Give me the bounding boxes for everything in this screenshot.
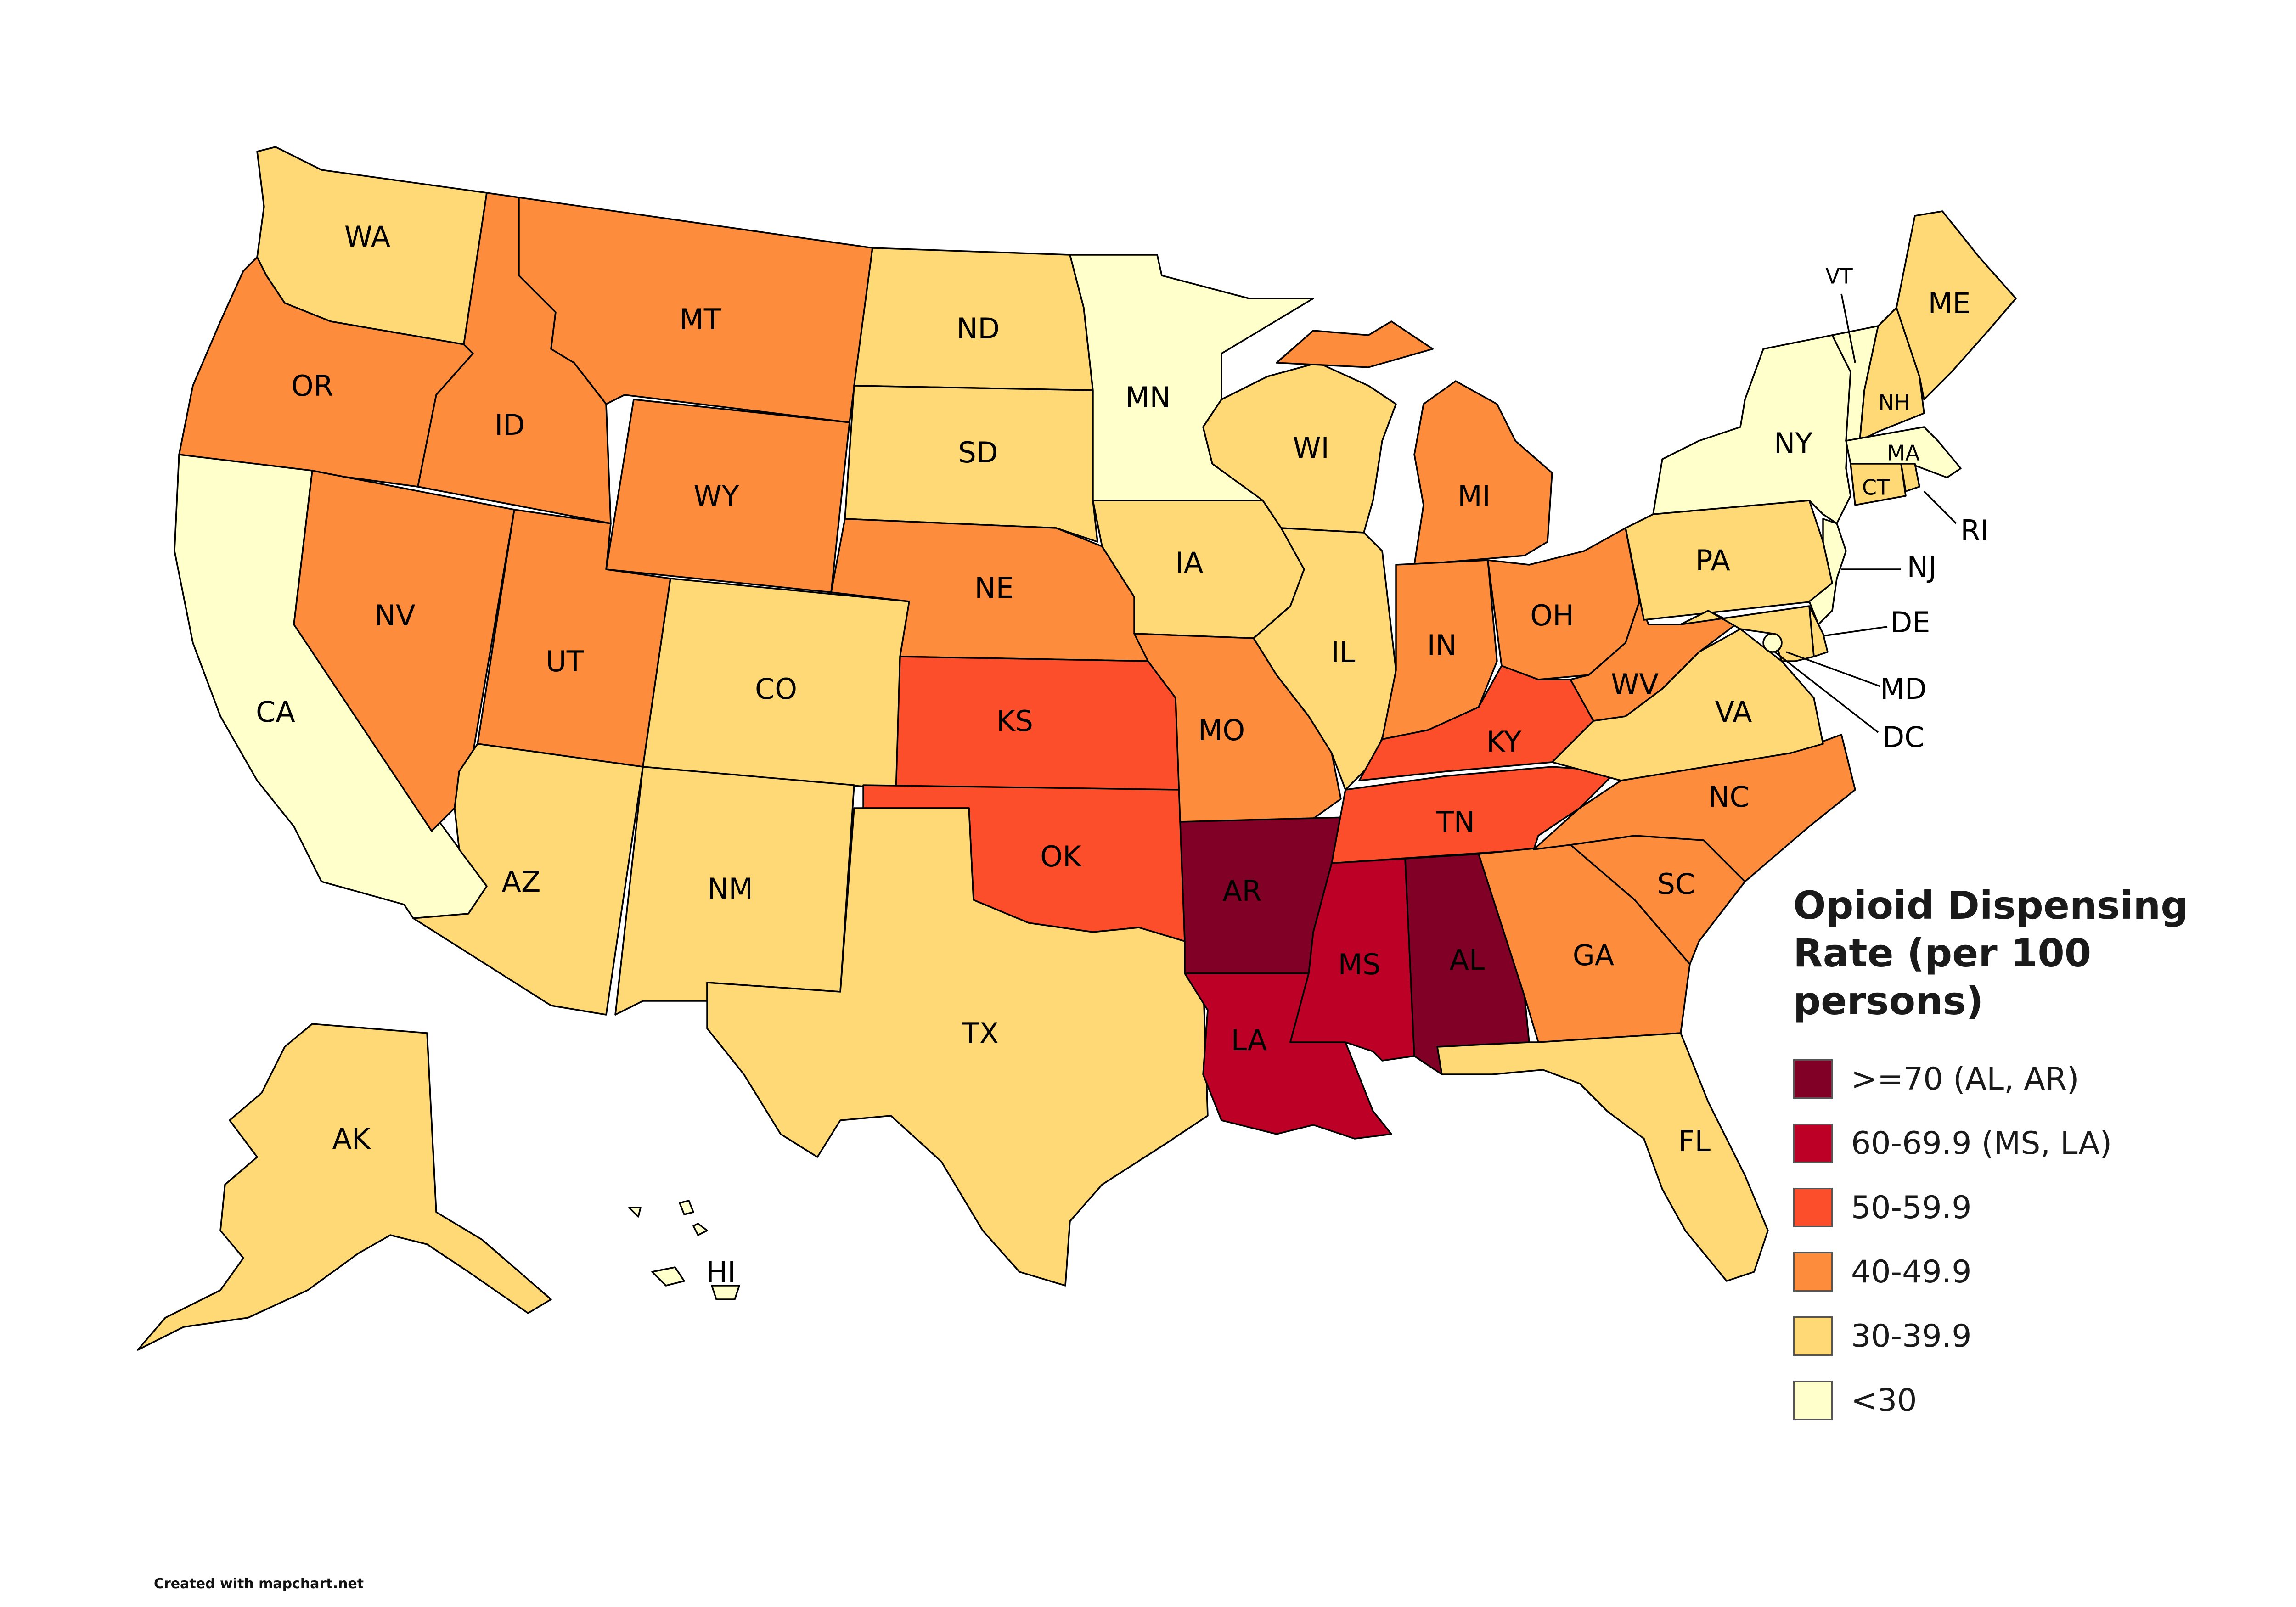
legend-items: >=70 (AL, AR) 60-69.9 (MS, LA) 50-59.9 40-4… — [1793, 1057, 2280, 1422]
legend-item: 40-49.9 — [1793, 1250, 2280, 1294]
state-label-ok: OK — [1040, 840, 1082, 873]
legend-label: >=70 (AL, AR) — [1851, 1061, 2079, 1097]
legend-title-line2: Rate (per 100 persons) — [1793, 931, 2092, 1023]
state-label-ct: CT — [1862, 475, 1890, 500]
state-label-tn: TN — [1436, 805, 1475, 839]
state-label-ia: IA — [1176, 546, 1204, 579]
state-ny[interactable] — [1652, 334, 1851, 524]
state-label-ga: GA — [1573, 938, 1614, 972]
legend-swatch — [1793, 1316, 1833, 1356]
legend-label: <30 — [1851, 1382, 1917, 1419]
state-label-il: IL — [1331, 635, 1356, 669]
state-label-dc: DC — [1882, 720, 1924, 754]
leader-lines — [1774, 293, 1957, 733]
state-label-fl: FL — [1678, 1124, 1711, 1158]
legend-label: 60-69.9 (MS, LA) — [1851, 1125, 2112, 1162]
state-nc[interactable] — [1533, 734, 1856, 882]
leader-md — [1786, 651, 1881, 687]
state-label-mt: MT — [679, 303, 721, 336]
state-label-ar: AR — [1222, 874, 1262, 908]
credit-text: Created with mapchart.net — [154, 1576, 364, 1592]
leader-de — [1823, 626, 1888, 637]
legend-item: 60-69.9 (MS, LA) — [1793, 1121, 2280, 1165]
state-label-oh: OH — [1530, 599, 1574, 632]
legend-swatch — [1793, 1252, 1833, 1292]
state-il[interactable] — [1253, 527, 1397, 791]
state-label-al: AL — [1450, 943, 1485, 977]
legend-swatch — [1793, 1059, 1833, 1099]
state-label-ks: KS — [996, 704, 1033, 738]
leader-ri — [1923, 490, 1957, 524]
state-label-in: IN — [1427, 629, 1457, 662]
legend-label: 40-49.9 — [1851, 1253, 1972, 1290]
leader-vt — [1840, 293, 1856, 363]
state-label-ny: NY — [1774, 427, 1812, 460]
leader-dc — [1774, 651, 1879, 733]
legend: Opioid Dispensing Rate (per 100 persons)… — [1793, 882, 2280, 1443]
state-label-sc: SC — [1657, 867, 1695, 901]
state-label-or: OR — [291, 369, 333, 403]
state-ct[interactable] — [1850, 463, 1907, 506]
state-label-ca: CA — [256, 695, 295, 729]
state-label-nd: ND — [957, 312, 1000, 345]
legend-item: >=70 (AL, AR) — [1793, 1057, 2280, 1101]
state-label-ma: MA — [1887, 441, 1920, 466]
state-label-sd: SD — [958, 436, 998, 469]
legend-title-line1: Opioid Dispensing — [1793, 883, 2189, 928]
legend-swatch — [1793, 1124, 1833, 1163]
state-label-tx: TX — [962, 1017, 999, 1050]
state-label-ri: RI — [1960, 514, 1988, 547]
state-label-ut: UT — [546, 645, 584, 678]
legend-swatch — [1793, 1381, 1833, 1420]
state-fl[interactable] — [1436, 1032, 1769, 1282]
state-label-id: ID — [495, 408, 525, 442]
state-hi-islands — [628, 1200, 740, 1300]
state-label-ak: AK — [332, 1122, 371, 1156]
legend-swatch — [1793, 1188, 1833, 1227]
state-ak[interactable] — [137, 1023, 552, 1351]
state-label-hi: HI — [706, 1255, 736, 1289]
state-labels: WA OR CA ID NV MT WY UT AZ CO NM ND SD N… — [256, 220, 1989, 1289]
state-mi[interactable] — [1276, 320, 1553, 566]
state-label-nm: NM — [707, 872, 753, 905]
state-az[interactable] — [412, 743, 644, 1016]
state-label-va: VA — [1715, 695, 1752, 729]
state-label-de: DE — [1891, 606, 1930, 639]
state-label-wi: WI — [1293, 431, 1329, 465]
state-label-nh: NH — [1879, 390, 1910, 415]
legend-item: 30-39.9 — [1793, 1314, 2280, 1358]
state-dc[interactable] — [1762, 633, 1783, 653]
state-label-mi: MI — [1458, 479, 1491, 513]
state-label-pa: PA — [1695, 544, 1730, 577]
state-label-nv: NV — [375, 599, 416, 632]
state-label-nj: NJ — [1907, 551, 1937, 584]
state-label-co: CO — [755, 672, 797, 706]
state-tx[interactable] — [706, 807, 1209, 1287]
state-me[interactable] — [1896, 210, 2017, 400]
legend-label: 50-59.9 — [1851, 1189, 1972, 1226]
state-label-vt: VT — [1825, 264, 1853, 289]
state-label-mn: MN — [1125, 381, 1171, 414]
state-label-ne: NE — [974, 571, 1014, 605]
legend-item: 50-59.9 — [1793, 1186, 2280, 1230]
state-label-me: ME — [1928, 287, 1971, 320]
state-label-wv: WV — [1611, 668, 1659, 701]
state-label-ky: KY — [1486, 725, 1521, 759]
state-hi[interactable] — [628, 1200, 740, 1300]
state-ri[interactable] — [1900, 463, 1920, 492]
state-label-mo: MO — [1198, 714, 1245, 747]
state-nj[interactable] — [1808, 518, 1847, 625]
state-label-nc: NC — [1708, 780, 1750, 814]
state-label-wy: WY — [693, 479, 739, 513]
state-label-az: AZ — [502, 865, 541, 899]
state-label-la: LA — [1231, 1023, 1267, 1057]
legend-label: 30-39.9 — [1851, 1318, 1972, 1354]
state-label-wa: WA — [344, 220, 390, 253]
state-label-md: MD — [1880, 672, 1926, 706]
legend-title: Opioid Dispensing Rate (per 100 persons) — [1793, 882, 2280, 1025]
legend-item: <30 — [1793, 1378, 2280, 1422]
state-label-ms: MS — [1338, 948, 1381, 981]
